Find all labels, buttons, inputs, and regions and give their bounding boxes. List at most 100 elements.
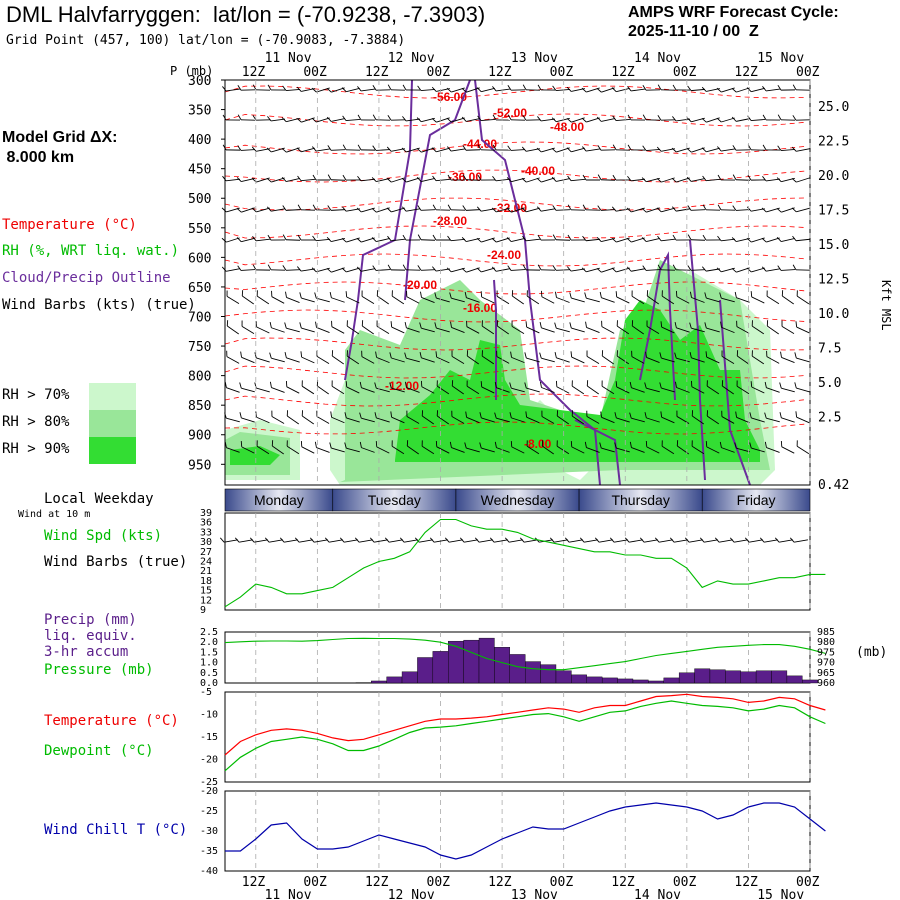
wind-barb-flag: [521, 207, 527, 213]
wind-barb-flag: [536, 206, 542, 212]
wind-barb: [539, 321, 555, 333]
wind-barb: [387, 235, 406, 242]
height-tick-label: 15.0: [818, 238, 849, 253]
wind-barb-flag: [596, 237, 602, 242]
wind-barb-flag: [702, 175, 707, 181]
wind-barb: [432, 266, 450, 272]
wind-barb-flag: [359, 441, 362, 448]
wind-barb-flag: [282, 205, 287, 211]
wind-tick-label: 18: [200, 576, 212, 587]
wind-barb-flag: [314, 292, 317, 299]
windchill-tick-label: -35: [200, 846, 218, 857]
precip-bar: [524, 661, 541, 684]
wind-barb: [631, 290, 645, 305]
wind-barb: [781, 290, 794, 305]
wind-barb-shaft: [706, 356, 720, 364]
precip-bar: [432, 651, 449, 684]
wind-barb-flag: [372, 114, 377, 120]
wind-barb-shaft: [331, 447, 345, 453]
wind-barb-shaft: [766, 417, 780, 423]
wind-barb: [704, 292, 720, 303]
wind-barb-flag: [282, 265, 287, 271]
wind-barb: [300, 351, 315, 364]
wind-barb-shaft: [586, 148, 600, 152]
surface-wind-barb: [474, 537, 493, 543]
wind-barb-flag: [675, 381, 677, 388]
wind-barb-shaft: [526, 416, 540, 424]
pressure-tick-label: 700: [188, 310, 211, 325]
wind-barb-flag: [525, 321, 528, 328]
wind-barb-flag: [717, 174, 722, 181]
wind-barb-shaft: [466, 355, 480, 365]
wind-barb-flag: [539, 381, 542, 388]
wind-barb: [554, 322, 570, 333]
wind-barb: [776, 237, 795, 243]
wind-barb-flag: [596, 87, 602, 93]
surface-wind-barb: [339, 537, 358, 543]
wind-barb-shaft: [226, 88, 240, 92]
wind-barb-shaft: [661, 295, 675, 305]
surface-wind-barb-shaft: [284, 539, 298, 543]
wind-barb-flag: [582, 146, 587, 152]
bottom-time-tick: 00Z: [673, 875, 697, 890]
wind-barb-shaft: [542, 445, 554, 455]
precip-bar: [725, 670, 741, 684]
wind-barb-flag: [299, 292, 302, 299]
wind-barb-flag: [555, 291, 557, 298]
temperature-contour-label: -24.00: [487, 248, 521, 262]
wind-barb-shaft: [361, 356, 375, 364]
wind-barb: [239, 412, 255, 423]
wind-barb-flag: [777, 265, 782, 271]
wind-barb: [642, 265, 661, 271]
precip-tick-label: 1.5: [200, 647, 218, 658]
wind-barb-flag: [734, 291, 737, 298]
wind-barb: [555, 291, 570, 303]
wind-barb-flag: [641, 207, 647, 213]
wind-barb: [644, 382, 660, 393]
wind-barb-shaft: [766, 447, 780, 453]
wind-barb-shaft: [646, 356, 660, 364]
wind-barb-flag: [780, 351, 782, 358]
precip-bar: [478, 637, 495, 684]
wind-barb: [372, 114, 391, 121]
wind-barb: [614, 442, 630, 453]
wind-barb: [477, 174, 496, 181]
wind-barb-flag: [539, 352, 542, 359]
wind-barb: [539, 381, 555, 393]
wind-barb-flag: [266, 147, 272, 153]
wind-barb-shaft: [451, 416, 465, 424]
temperature-contour-label: -28.00: [433, 214, 467, 228]
wind-barb-shaft: [556, 297, 570, 303]
wind-barb-flag: [375, 441, 378, 447]
wind-barb-shaft: [556, 178, 570, 182]
wind-barb-shaft: [300, 178, 316, 182]
wind-barb-flag: [660, 411, 663, 418]
wind-barb-shaft: [706, 297, 720, 303]
wind-barb-shaft: [751, 208, 765, 212]
surface-wind-barb-shaft: [554, 539, 568, 543]
wind-barb-flag: [522, 115, 527, 121]
wind-barb-shaft: [765, 88, 781, 92]
wind-barb: [794, 382, 810, 393]
surface-wind-barb-shaft: [329, 539, 343, 543]
wind-barb: [226, 320, 239, 335]
wind-barb-flag: [432, 204, 437, 211]
wind-barb-flag: [507, 114, 512, 120]
wind-barb-shaft: [526, 387, 540, 393]
wind-barb-flag: [791, 177, 797, 183]
wind-barb-flag: [584, 441, 587, 448]
wind-barb: [675, 381, 690, 393]
wind-barb: [406, 440, 419, 455]
wind-barb-shaft: [721, 355, 735, 365]
wind-barb-flag: [646, 320, 648, 327]
wind-barb-shaft: [301, 297, 315, 303]
wind-barb: [389, 352, 405, 363]
wind-barb-flag: [329, 291, 332, 298]
wind-barb-shaft: [271, 387, 285, 393]
wind-barb: [506, 237, 525, 243]
wind-barb-flag: [674, 322, 677, 328]
wind-barb-shaft: [736, 385, 750, 395]
precip-bar: [771, 670, 788, 684]
wind-barb: [326, 116, 345, 122]
wind-barb-flag: [626, 266, 632, 272]
